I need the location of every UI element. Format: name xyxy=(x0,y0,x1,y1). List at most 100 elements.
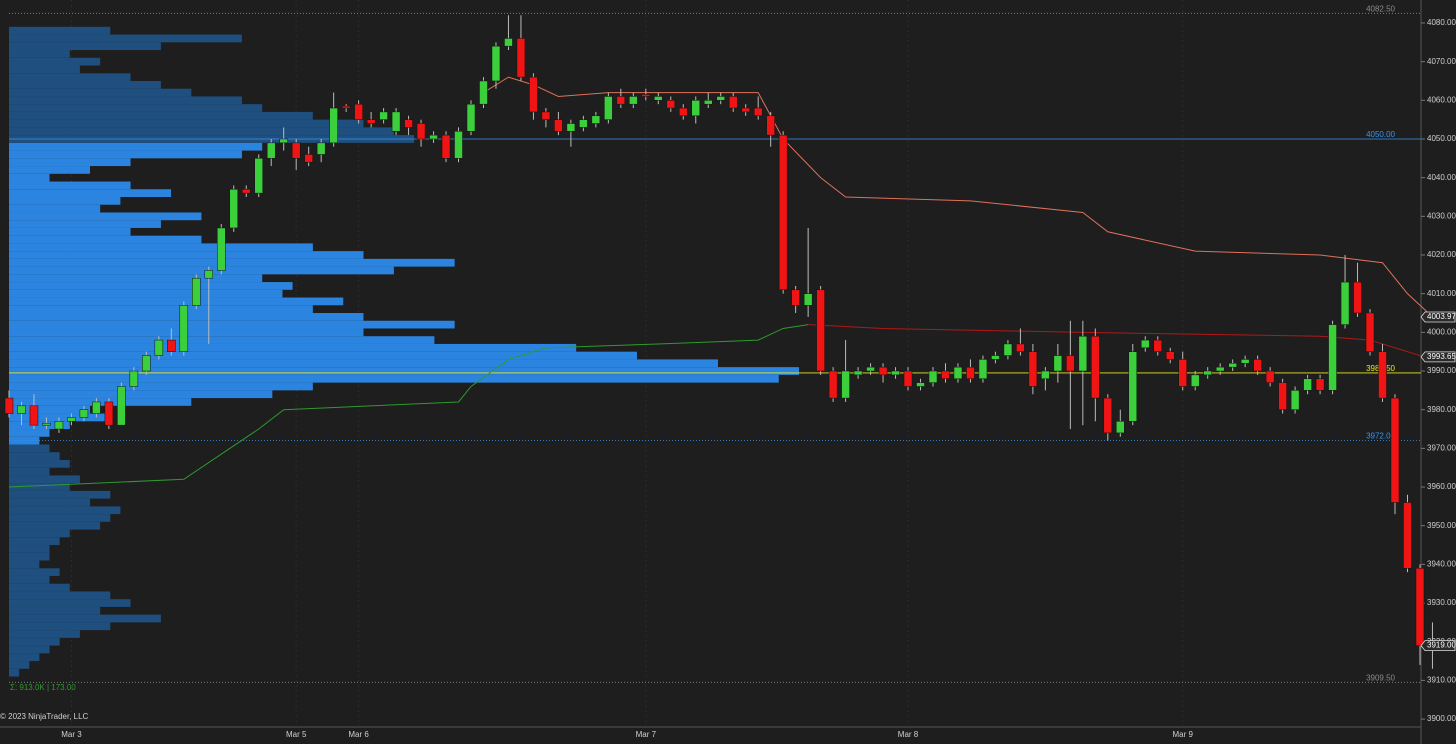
candle-body xyxy=(1016,343,1025,352)
candle-body xyxy=(778,134,788,291)
candle-body xyxy=(1190,374,1200,387)
candle-body xyxy=(604,96,613,120)
candle-body xyxy=(1240,359,1250,364)
profile-bar xyxy=(9,661,30,669)
profile-bar xyxy=(9,305,313,314)
profile-bar xyxy=(9,506,121,515)
candle-body xyxy=(17,405,26,414)
profile-bar xyxy=(9,637,60,646)
candle-body xyxy=(266,142,276,159)
candle-body xyxy=(616,96,626,105)
candle-body xyxy=(1378,351,1387,399)
candle-body xyxy=(1390,397,1400,503)
profile-bar xyxy=(9,545,50,553)
candle-body xyxy=(903,370,913,387)
candle-body xyxy=(479,80,488,105)
profile-bar xyxy=(9,320,455,329)
level-label: 3972.00 xyxy=(1366,432,1395,441)
candle-body xyxy=(416,123,426,140)
y-tick-label: 4060.00 xyxy=(1427,95,1456,104)
y-tick-label: 3950.00 xyxy=(1427,521,1456,530)
profile-bar xyxy=(9,150,242,159)
candle-body xyxy=(1265,370,1275,383)
candle-body xyxy=(853,370,863,376)
candle-body xyxy=(217,227,226,271)
candle-body xyxy=(42,422,51,426)
copyright: © 2023 NinjaTrader, LLC xyxy=(0,712,89,721)
candle-body xyxy=(579,119,588,128)
profile-bar xyxy=(9,498,91,507)
profile-bar xyxy=(9,158,131,167)
candle-body xyxy=(1091,335,1100,399)
profile-bar xyxy=(9,405,91,414)
candle-body xyxy=(404,119,413,128)
candle-body xyxy=(391,111,401,132)
candle-body xyxy=(54,421,64,430)
candle-body xyxy=(1116,421,1125,434)
candle-body xyxy=(1403,502,1412,569)
level-label: 3909.50 xyxy=(1366,673,1395,682)
profile-bar xyxy=(9,189,172,197)
candle-body xyxy=(828,370,838,399)
profile-bar xyxy=(9,142,263,151)
candle-body xyxy=(753,107,763,117)
profile-bar xyxy=(9,73,131,81)
profile-label: Σ: 913.0K | 173.00 xyxy=(10,683,76,692)
candle-body xyxy=(841,370,850,399)
profile-bar xyxy=(9,351,637,360)
profile-bar xyxy=(9,251,364,259)
candle-body xyxy=(192,277,201,306)
profile-bar xyxy=(9,212,202,221)
candle-body xyxy=(454,131,463,159)
profile-bar xyxy=(9,343,577,352)
profile-bar xyxy=(9,645,50,654)
profile-bar xyxy=(9,630,80,638)
profile-bar xyxy=(9,591,111,600)
candle-body xyxy=(67,417,76,422)
profile-bar xyxy=(9,560,40,569)
profile-bar xyxy=(9,282,293,290)
profile-bar xyxy=(9,614,161,623)
candle-body xyxy=(1141,339,1150,349)
profile-bar xyxy=(9,204,101,213)
candle-body xyxy=(4,397,14,414)
profile-bar xyxy=(9,26,111,35)
y-tick-label: 3970.00 xyxy=(1427,443,1456,452)
profile-bar xyxy=(9,96,242,105)
y-tick-label: 4020.00 xyxy=(1427,250,1456,259)
candle-body xyxy=(803,293,813,306)
x-tick-label: Mar 9 xyxy=(1173,730,1194,739)
candle-body xyxy=(1415,567,1425,646)
profile-bar xyxy=(9,429,50,437)
candle-body xyxy=(366,119,376,124)
profile-bar xyxy=(9,490,111,499)
y-tick-label: 3980.00 xyxy=(1427,405,1456,414)
profile-bar xyxy=(9,367,799,375)
profile-bar xyxy=(9,34,242,43)
candle-body xyxy=(866,366,875,372)
candle-body xyxy=(953,366,963,380)
profile-bar xyxy=(9,413,111,422)
candle-body xyxy=(916,382,925,387)
profile-bar xyxy=(9,459,70,468)
candle-body xyxy=(966,366,975,380)
candle-body xyxy=(104,401,114,426)
x-tick-label: Mar 5 xyxy=(286,730,307,739)
x-tick-label: Mar 6 xyxy=(348,730,369,739)
candle-body xyxy=(991,355,1000,360)
profile-bar xyxy=(9,653,40,662)
candle-body xyxy=(666,100,676,109)
profile-bar xyxy=(9,421,70,430)
candle-body xyxy=(142,355,151,372)
candle-body xyxy=(179,305,189,352)
profile-bar xyxy=(9,452,60,460)
candle-body xyxy=(491,45,501,82)
candle-body xyxy=(1290,390,1300,410)
candle-body xyxy=(766,115,775,136)
profile-bar xyxy=(9,575,50,584)
y-tick-label: 4000.00 xyxy=(1427,327,1456,336)
y-tick-label: 4070.00 xyxy=(1427,57,1456,66)
price-marker-label: 3993.65 xyxy=(1427,352,1456,361)
y-tick-label: 4040.00 xyxy=(1427,173,1456,182)
candle-body xyxy=(1178,359,1187,387)
